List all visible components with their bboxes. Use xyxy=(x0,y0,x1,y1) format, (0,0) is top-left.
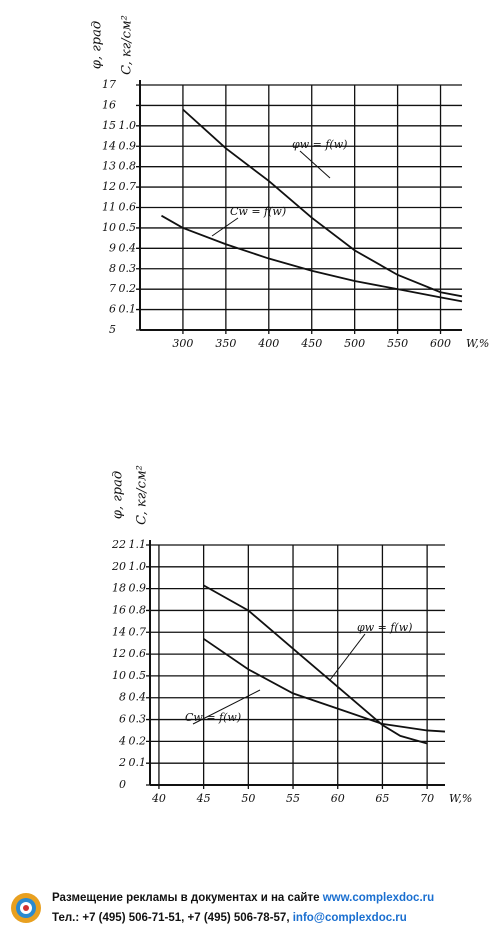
y-tick-label: 8 xyxy=(119,691,126,704)
y-tick-label: 14 xyxy=(102,139,116,152)
curve xyxy=(203,638,446,733)
curve-label: φw = f(w) xyxy=(357,621,412,634)
curve xyxy=(161,214,463,303)
x-tick-label: 65 xyxy=(375,792,389,805)
y2-tick-label: 0.2 xyxy=(119,282,137,295)
y-tick-label: 0 xyxy=(119,778,126,791)
y2-tick-label: 0.8 xyxy=(119,160,137,173)
y-tick-label: 2 xyxy=(118,756,126,769)
footer-email[interactable]: info@complexdoc.ru xyxy=(293,912,407,924)
x-tick-label: 450 xyxy=(300,337,322,350)
y-tick-label: 10 xyxy=(102,221,116,234)
y-tick-label: 20 xyxy=(111,560,126,573)
x-axis-label: W,% xyxy=(449,792,472,805)
y-tick-label: 9 xyxy=(109,241,116,254)
y-tick-label: 14 xyxy=(112,625,126,638)
y-tick-label: 16 xyxy=(112,603,126,616)
x-tick-label: 350 xyxy=(215,337,236,350)
y2-tick-label: 0.6 xyxy=(129,647,147,660)
y2-tick-label: 1.0 xyxy=(119,119,137,132)
x-tick-label: 55 xyxy=(286,792,300,805)
curve-label: Cw = f(w) xyxy=(185,711,241,724)
y2-tick-label: 0.8 xyxy=(129,603,147,616)
y2-tick-label: 0.1 xyxy=(119,303,137,316)
y-tick-label: 6 xyxy=(109,303,116,316)
x-tick-label: 45 xyxy=(196,792,211,805)
y2-tick-label: 1.0 xyxy=(129,560,147,573)
y-tick-label: 5 xyxy=(109,323,116,336)
y2-tick-label: 0.1 xyxy=(129,756,147,769)
y2-tick-label: 0.6 xyxy=(119,201,137,214)
leader-line xyxy=(192,689,261,725)
y2-tick-label: 0.3 xyxy=(119,262,137,275)
x-tick-label: 600 xyxy=(430,337,451,350)
y-tick-label: 8 xyxy=(109,262,116,275)
footer-text: Размещение рекламы в документах и на сай… xyxy=(52,892,434,904)
y2-tick-label: 0.3 xyxy=(129,713,147,726)
y2-tick-label: 0.2 xyxy=(129,734,147,747)
leader-line xyxy=(299,150,331,179)
y-tick-label: 13 xyxy=(102,160,116,173)
y-tick-label: 11 xyxy=(102,201,116,214)
y-axis-label: φ, град xyxy=(111,471,126,519)
y2-axis-label: C, кг/см² xyxy=(120,15,135,75)
y-tick-label: 10 xyxy=(112,669,126,682)
y2-tick-label: 0.9 xyxy=(119,139,137,152)
footer-link[interactable]: www.complexdoc.ru xyxy=(322,892,434,904)
curve-label: φw = f(w) xyxy=(292,138,347,151)
x-tick-label: 60 xyxy=(331,792,345,805)
curve xyxy=(203,584,428,745)
y2-tick-label: 0.5 xyxy=(129,669,147,682)
curve xyxy=(182,108,463,298)
y-tick-label: 17 xyxy=(102,78,116,91)
x-axis-label: W,% xyxy=(466,337,489,350)
footer-line1: Размещение рекламы в документах и на сай… xyxy=(52,892,320,904)
footer-line2: Тел.: +7 (495) 506-71-51, +7 (495) 506-7… xyxy=(52,912,290,924)
x-tick-label: 70 xyxy=(420,792,434,805)
y-tick-label: 7 xyxy=(109,282,116,295)
y2-tick-label: 0.7 xyxy=(119,180,137,193)
y-tick-label: 18 xyxy=(112,582,126,595)
y-tick-label: 12 xyxy=(102,180,116,193)
y-tick-label: 4 xyxy=(118,734,126,747)
x-tick-label: 40 xyxy=(151,792,166,805)
y2-tick-label: 0.4 xyxy=(129,691,147,704)
y2-tick-label: 0.5 xyxy=(119,221,137,234)
x-tick-label: 500 xyxy=(344,337,365,350)
y2-axis-label: C, кг/см² xyxy=(135,465,150,525)
curve-label: Cw = f(w) xyxy=(230,205,286,218)
logo xyxy=(11,893,41,923)
leader-line xyxy=(329,633,366,681)
y2-tick-label: 1.1 xyxy=(129,538,147,551)
leader-line xyxy=(211,217,239,237)
y-tick-label: 22 xyxy=(111,538,126,551)
x-tick-label: 550 xyxy=(387,337,408,350)
y-tick-label: 16 xyxy=(102,98,116,111)
y-tick-label: 12 xyxy=(112,647,126,660)
y-axis-label: φ, град xyxy=(90,21,105,69)
x-tick-label: 50 xyxy=(241,792,255,805)
y-tick-label: 15 xyxy=(102,119,116,132)
x-tick-label: 400 xyxy=(257,337,279,350)
y2-tick-label: 0.9 xyxy=(129,582,147,595)
y-tick-label: 6 xyxy=(119,713,126,726)
footer-text: Тел.: +7 (495) 506-71-51, +7 (495) 506-7… xyxy=(52,912,407,924)
x-tick-label: 300 xyxy=(172,337,193,350)
y2-tick-label: 0.4 xyxy=(119,241,137,254)
y2-tick-label: 0.7 xyxy=(129,625,147,638)
